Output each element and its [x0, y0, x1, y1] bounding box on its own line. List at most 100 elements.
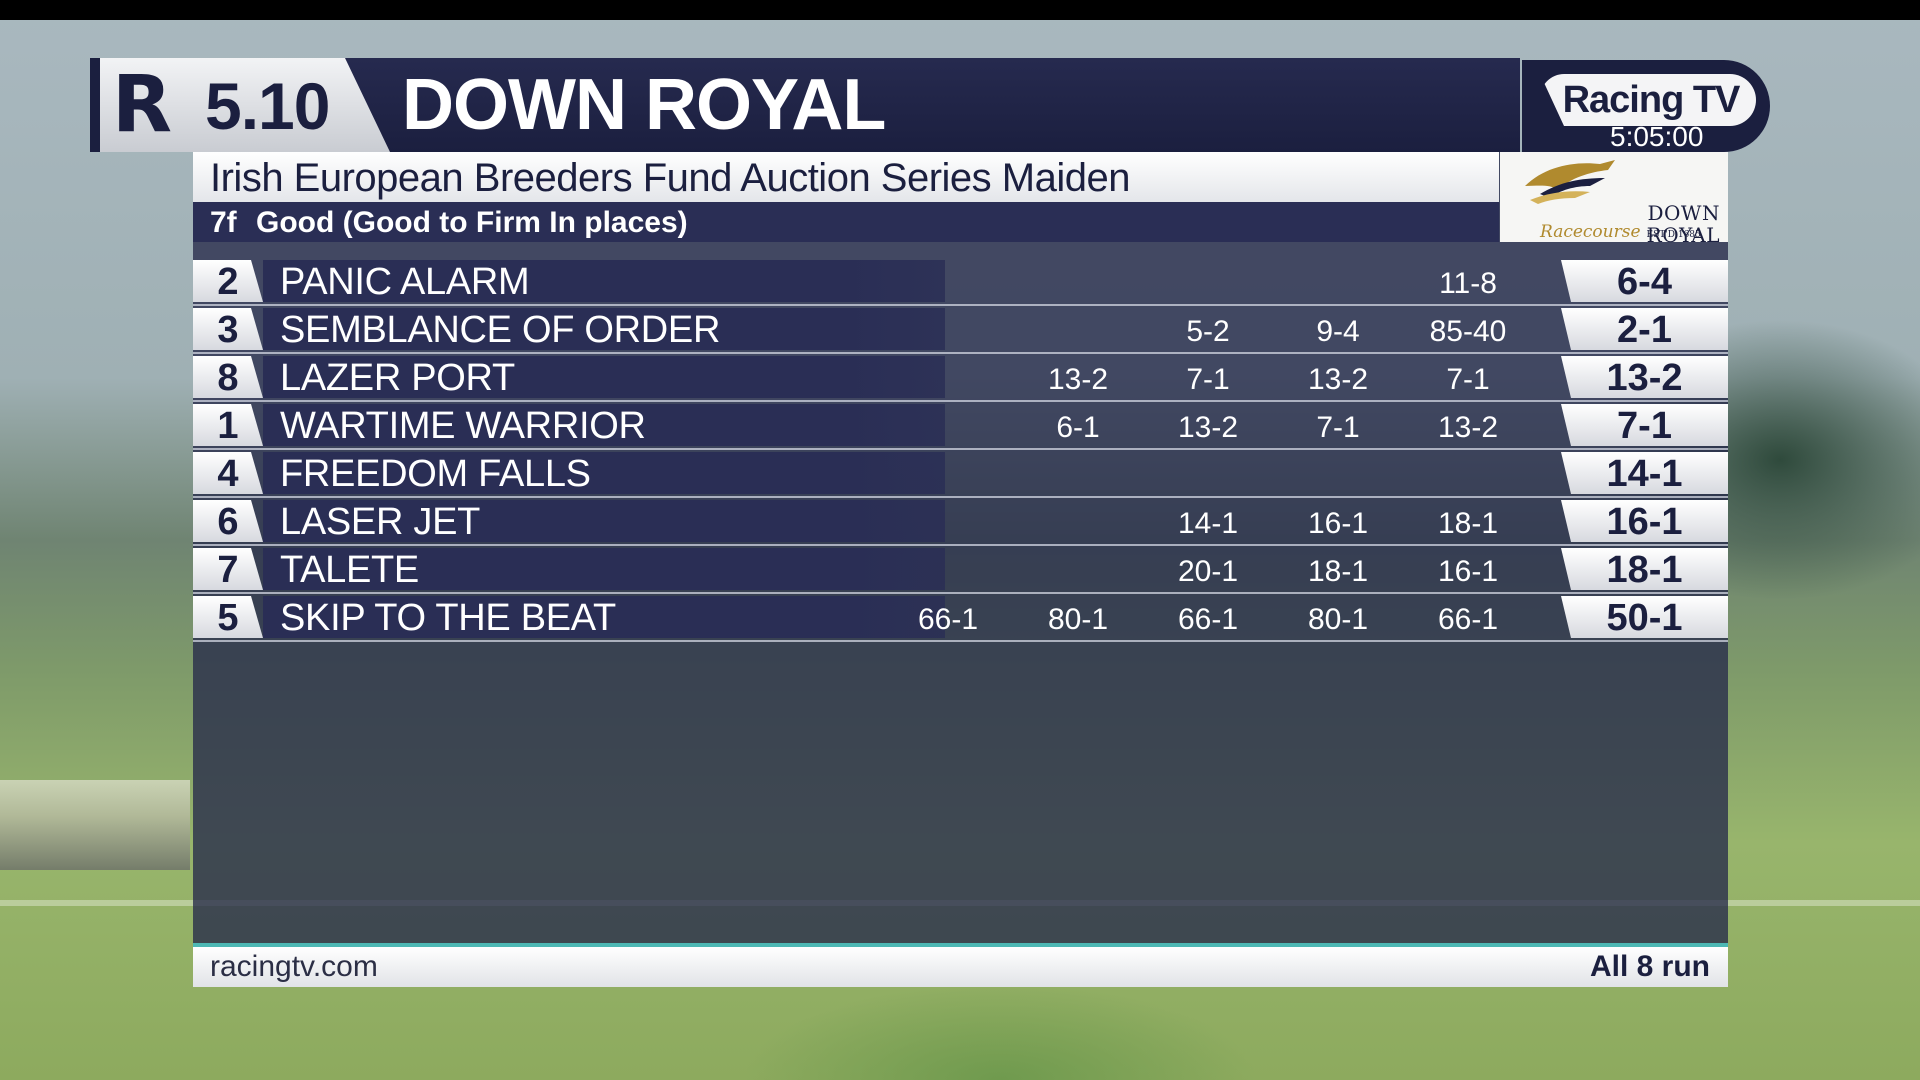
runner-list: 2 PANIC ALARM 11-8 6-4 3 SEMBLANCE OF ORDER 5-…: [193, 258, 1728, 642]
saddle-cloth-box: [193, 548, 263, 590]
price-history-5: 7-1: [1446, 363, 1490, 396]
horse-head-icon: [1525, 160, 1615, 204]
price-history-2: 80-1: [1047, 603, 1109, 636]
price-history-5: 11-8: [1439, 267, 1497, 300]
current-price-box: [1561, 260, 1728, 302]
runner-row: 8 LAZER PORT 13-2 7-1 13-2 7-1 13-2: [193, 354, 1728, 402]
saddle-cloth-box: [193, 452, 263, 494]
runner-name-bg: [263, 596, 945, 638]
saddle-cloth-box: [193, 260, 263, 302]
runner-number: 2: [217, 261, 239, 303]
runner-row: 2 PANIC ALARM 11-8 6-4: [193, 258, 1728, 306]
price-history-4: 16-1: [1307, 507, 1369, 540]
runner-name: LASER JET: [280, 501, 481, 543]
price-history-5: 18-1: [1437, 507, 1499, 540]
price-history-1: 66-1: [917, 603, 979, 636]
saddle-cloth-box: [193, 404, 263, 446]
runner-row: 1 WARTIME WARRIOR 6-1 13-2 7-1 13-2 7-1: [193, 402, 1728, 450]
runner-name-bg: [263, 500, 945, 542]
course-logo-sub: Racecourse EST'D 1685: [1540, 222, 1701, 242]
footer-url: racingtv.com: [210, 950, 378, 983]
background-stand: [0, 780, 190, 870]
price-history-4: 13-2: [1307, 363, 1369, 396]
runner-name-bg: [263, 452, 945, 494]
price-history-5: 16-1: [1437, 555, 1499, 588]
broadcaster-logo-pill: [1540, 74, 1756, 126]
race-distance: 7f: [210, 206, 237, 239]
runner-name: PANIC ALARM: [280, 261, 530, 303]
runner-name: WARTIME WARRIOR: [280, 405, 646, 447]
price-history-2: 13-2: [1047, 363, 1109, 396]
current-price: 7-1: [1617, 405, 1672, 447]
price-history-3: 5-2: [1186, 315, 1230, 348]
saddle-cloth-box: [193, 596, 263, 638]
course-logo: [1500, 152, 1728, 242]
price-history-5: 66-1: [1437, 603, 1499, 636]
price-history-4: 18-1: [1307, 555, 1369, 588]
saddle-cloth-box: [193, 500, 263, 542]
runner-name-bg: [263, 404, 945, 446]
race-conditions-bar: [193, 202, 1499, 242]
price-history-2: 6-1: [1056, 411, 1100, 444]
runner-row: 5 SKIP TO THE BEAT 66-1 80-1 66-1 80-1 66-1 50-…: [193, 594, 1728, 642]
price-history-3: 66-1: [1177, 603, 1239, 636]
runner-row: 3 SEMBLANCE OF ORDER 5-2 9-4 85-40 2-1: [193, 306, 1728, 354]
runner-name-bg: [263, 356, 945, 398]
runner-row: 4 FREEDOM FALLS 14-1: [193, 450, 1728, 498]
runner-row: 6 LASER JET 14-1 16-1 18-1 16-1: [193, 498, 1728, 546]
current-price: 18-1: [1606, 549, 1683, 591]
broadcaster-logo: Racing TV: [1562, 79, 1741, 121]
current-price: 6-4: [1617, 261, 1672, 303]
runner-name: SEMBLANCE OF ORDER: [280, 309, 721, 351]
current-price-box: [1561, 356, 1728, 398]
runner-number: 1: [217, 405, 239, 447]
current-price-box: [1561, 308, 1728, 350]
letterbox-bar: [0, 0, 1920, 20]
price-history-5: 13-2: [1437, 411, 1499, 444]
racing-tv-r-icon: R: [112, 60, 172, 150]
race-name-bar: [193, 152, 1499, 202]
price-history-4: 80-1: [1307, 603, 1369, 636]
runner-name: TALETE: [280, 549, 419, 591]
price-history-4: 7-1: [1316, 411, 1360, 444]
runner-row: 7 TALETE 20-1 18-1 16-1 18-1: [193, 546, 1728, 594]
current-price: 2-1: [1617, 309, 1672, 351]
runner-name: SKIP TO THE BEAT: [280, 597, 616, 639]
runner-number: 4: [217, 453, 239, 495]
footer-accent-line: [193, 943, 1728, 947]
price-history-5: 85-40: [1429, 315, 1507, 348]
race-going: Good (Good to Firm In places): [256, 206, 688, 239]
runner-name-bg: [263, 260, 945, 302]
header-stripe: [90, 58, 100, 152]
price-history-3: 14-1: [1177, 507, 1239, 540]
runner-number: 3: [217, 309, 239, 351]
runner-name: FREEDOM FALLS: [280, 453, 591, 495]
runner-name-bg: [263, 548, 945, 590]
price-history-3: 7-1: [1186, 363, 1230, 396]
runner-name: LAZER PORT: [280, 357, 515, 399]
current-price-box: [1561, 404, 1728, 446]
runner-number: 7: [217, 549, 239, 591]
runner-number: 8: [217, 357, 239, 399]
price-history-3: 20-1: [1177, 555, 1239, 588]
price-history-3: 13-2: [1177, 411, 1239, 444]
saddle-cloth-box: [193, 308, 263, 350]
race-name: Irish European Breeders Fund Auction Ser…: [210, 156, 1130, 200]
current-price: 13-2: [1606, 357, 1683, 399]
current-price-box: [1561, 500, 1728, 542]
runner-number: 5: [217, 597, 239, 639]
runner-number: 6: [217, 501, 239, 543]
race-time: 5.10: [205, 69, 330, 143]
race-time-block: [90, 58, 390, 152]
current-price-box: [1561, 548, 1728, 590]
current-price-box: [1561, 596, 1728, 638]
venue-title: DOWN ROYAL: [402, 65, 886, 145]
current-price: 16-1: [1606, 501, 1683, 543]
course-logo-name: DOWN ROYAL: [1646, 201, 1720, 247]
price-history-4: 9-4: [1316, 315, 1360, 348]
footer-bar: [193, 947, 1728, 987]
runner-name-bg: [263, 308, 945, 350]
current-price: 50-1: [1606, 597, 1683, 639]
saddle-cloth-box: [193, 356, 263, 398]
broadcast-clock: 5:05:00: [1610, 121, 1704, 152]
